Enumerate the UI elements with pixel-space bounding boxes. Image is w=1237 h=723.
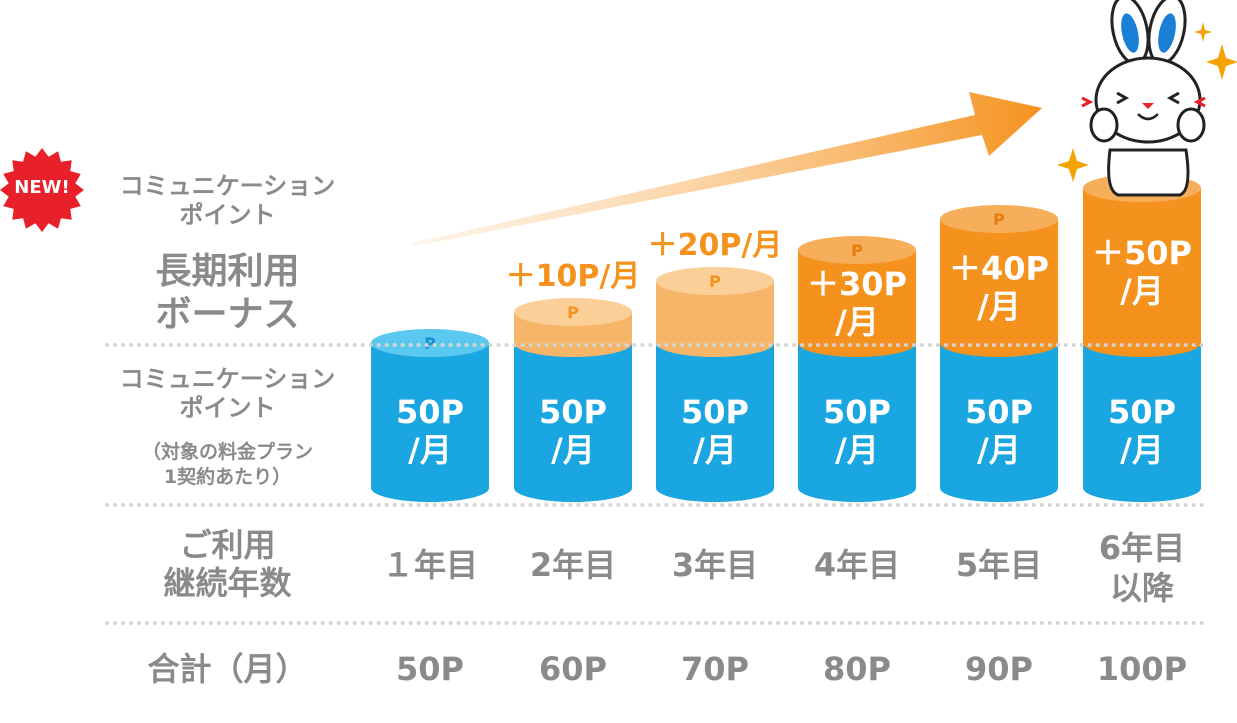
separator-line	[105, 621, 1205, 625]
year-label: 5年目	[955, 546, 1043, 584]
bonus-bar-top	[940, 205, 1058, 233]
bonus-value-label: ＋40P/月	[949, 250, 1049, 326]
bonus-bar	[656, 281, 774, 357]
sparkle-icon	[1057, 148, 1089, 182]
bonus-bar-top	[798, 236, 916, 264]
base-bar	[656, 343, 774, 502]
base-value-label: 50P/月	[539, 393, 607, 469]
year-label: 6年目 以降	[1098, 529, 1186, 607]
year-label: 4年目	[813, 546, 901, 584]
year-label: 2年目	[529, 546, 617, 584]
bonus-sub-label: コミュニケーション ポイント	[119, 172, 336, 229]
sparkle-icon	[1194, 22, 1212, 42]
total-label: 70P	[681, 650, 749, 688]
new-badge	[0, 148, 84, 232]
bonus-value-label: ＋20P/月	[648, 228, 783, 263]
separator-line	[105, 343, 1205, 347]
bonus-bar	[798, 250, 916, 357]
total-title-label: 合計（月）	[147, 650, 308, 688]
base-bar	[940, 343, 1058, 502]
bonus-bar	[940, 219, 1058, 357]
base-value-label: 50P/月	[965, 393, 1033, 469]
bonus-value-label: ＋30P/月	[807, 265, 907, 341]
base-bar	[798, 343, 916, 502]
total-label: 60P	[539, 650, 607, 688]
separator-line	[105, 503, 1205, 507]
bonus-bar-top	[656, 267, 774, 295]
base-bar	[514, 343, 632, 502]
bonus-value-label: ＋50P/月	[1092, 234, 1192, 310]
total-label: 50P	[396, 650, 464, 688]
year-label: 3年目	[671, 546, 759, 584]
year-label: １年目	[381, 546, 478, 584]
coin-mark: P	[851, 241, 863, 260]
base-title-label: コミュニケーション ポイント	[119, 365, 336, 422]
bonus-title-label: 長期利用 ボーナス	[155, 251, 300, 336]
new-badge-label: NEW!	[14, 177, 70, 198]
coin-mark: P	[709, 272, 721, 291]
total-label: 80P	[823, 650, 891, 688]
total-label: 100P	[1096, 650, 1188, 688]
year-title-label: ご利用 継続年数	[163, 526, 292, 603]
base-bar	[371, 343, 489, 502]
bonus-bar-top	[514, 298, 632, 326]
base-value-label: 50P/月	[1108, 393, 1176, 469]
growth-arrow	[412, 92, 1042, 246]
coin-mark: P	[993, 210, 1005, 229]
base-value-label: 50P/月	[681, 393, 749, 469]
total-label: 90P	[965, 650, 1033, 688]
base-value-label: 50P/月	[823, 393, 891, 469]
bonus-bar	[1083, 188, 1201, 357]
sparkle-icon	[1206, 44, 1237, 80]
rabbit-mascot	[1057, 0, 1237, 197]
base-bar	[1083, 343, 1201, 502]
coin-mark: P	[567, 303, 579, 322]
bonus-value-label: ＋10P/月	[506, 259, 641, 294]
base-note-label: （対象の料金プラン 1契約あたり）	[141, 441, 313, 488]
base-value-label: 50P/月	[396, 393, 464, 469]
